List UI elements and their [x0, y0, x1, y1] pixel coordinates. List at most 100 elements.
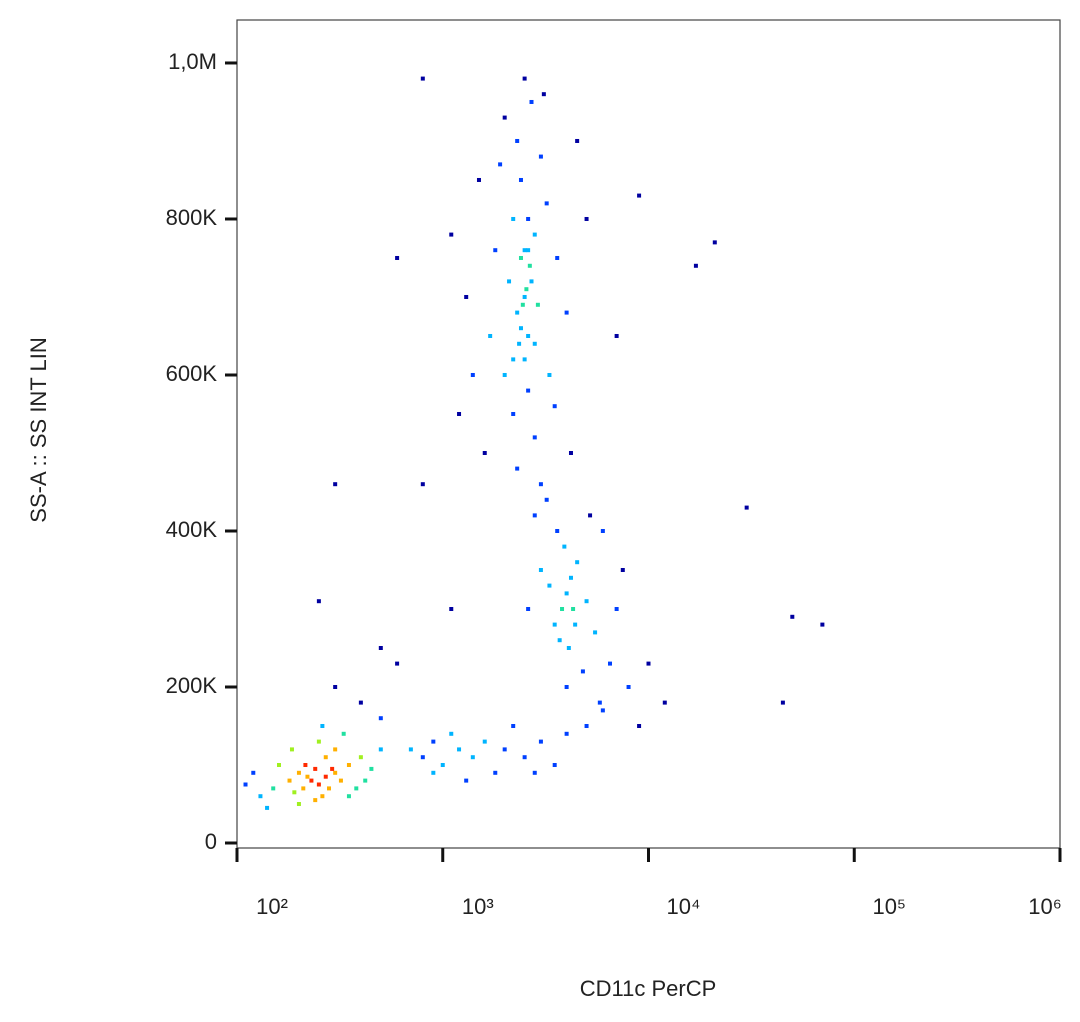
y-tick-label: 400K — [166, 517, 218, 542]
point — [571, 606, 576, 611]
plot-frame — [236, 19, 1061, 849]
point — [520, 302, 525, 307]
point — [518, 326, 523, 331]
point — [251, 770, 256, 775]
point — [790, 614, 795, 619]
point — [564, 731, 569, 736]
point — [535, 302, 540, 307]
point — [529, 279, 534, 284]
point — [378, 646, 383, 651]
point — [431, 739, 436, 744]
point — [526, 388, 531, 393]
point — [517, 341, 522, 346]
point — [289, 747, 294, 752]
point — [538, 154, 543, 159]
point — [566, 646, 571, 651]
x-tick-label: 10⁵ — [872, 894, 906, 919]
point — [526, 606, 531, 611]
point — [524, 287, 529, 292]
point — [395, 255, 400, 260]
y-tick-label: 1,0M — [168, 49, 217, 74]
point — [313, 766, 318, 771]
point — [547, 372, 552, 377]
point — [449, 731, 454, 736]
point — [301, 786, 306, 791]
point — [333, 747, 338, 752]
point — [584, 216, 589, 221]
point — [511, 724, 516, 729]
point — [457, 747, 462, 752]
point — [440, 763, 445, 768]
point — [693, 263, 698, 268]
point — [482, 739, 487, 744]
point — [538, 482, 543, 487]
point — [522, 76, 527, 81]
point — [323, 774, 328, 779]
point — [515, 310, 520, 315]
point — [575, 560, 580, 565]
point — [593, 630, 598, 635]
point — [320, 724, 325, 729]
point — [333, 482, 338, 487]
point — [378, 747, 383, 752]
point — [276, 763, 281, 768]
point — [600, 528, 605, 533]
point — [287, 778, 292, 783]
point — [327, 786, 332, 791]
point — [564, 591, 569, 596]
point — [502, 372, 507, 377]
point — [493, 770, 498, 775]
point — [564, 310, 569, 315]
point — [584, 724, 589, 729]
point — [482, 450, 487, 455]
point — [408, 747, 413, 752]
point — [526, 333, 531, 338]
point — [564, 685, 569, 690]
point — [580, 669, 585, 674]
point — [588, 513, 593, 518]
point — [507, 279, 512, 284]
point — [780, 700, 785, 705]
point — [511, 411, 516, 416]
point — [323, 755, 328, 760]
x-tick-label: 10² — [256, 894, 288, 919]
point — [547, 583, 552, 588]
point — [532, 435, 537, 440]
point — [526, 216, 531, 221]
point — [303, 763, 308, 768]
y-tick-label: 600K — [166, 361, 218, 386]
point — [712, 240, 717, 245]
point — [313, 798, 318, 803]
point — [464, 294, 469, 299]
point — [243, 782, 248, 787]
point — [544, 497, 549, 502]
point — [395, 661, 400, 666]
point — [271, 786, 276, 791]
point — [538, 739, 543, 744]
point — [470, 372, 475, 377]
point — [330, 766, 335, 771]
point — [346, 763, 351, 768]
point — [378, 716, 383, 721]
point — [614, 333, 619, 338]
point — [420, 76, 425, 81]
point — [522, 357, 527, 362]
point — [457, 411, 462, 416]
point — [600, 708, 605, 713]
point — [555, 255, 560, 260]
point — [538, 567, 543, 572]
point — [532, 513, 537, 518]
point — [320, 794, 325, 799]
point — [662, 700, 667, 705]
point — [541, 92, 546, 97]
point — [476, 177, 481, 182]
point — [608, 661, 613, 666]
point — [316, 599, 321, 604]
point — [258, 794, 263, 799]
point — [296, 802, 301, 807]
point — [646, 661, 651, 666]
point — [511, 216, 516, 221]
point — [369, 766, 374, 771]
point — [358, 755, 363, 760]
